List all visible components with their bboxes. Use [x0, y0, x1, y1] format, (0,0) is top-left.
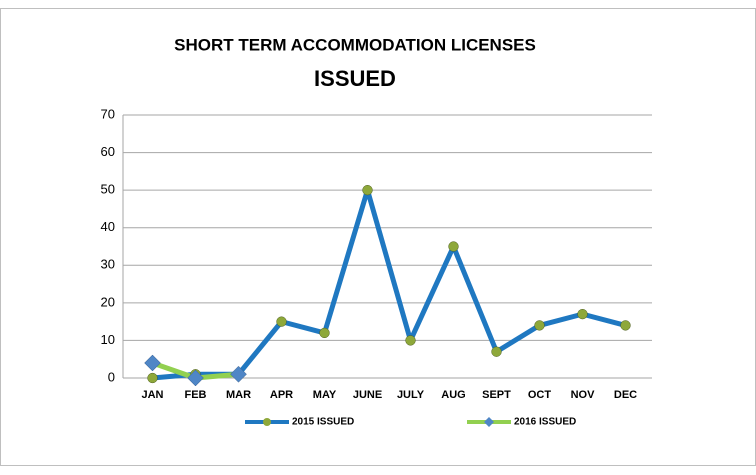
x-tick-label: SEPT — [482, 389, 511, 401]
marker — [577, 308, 588, 320]
marker — [147, 372, 158, 384]
x-tick-label: JAN — [141, 389, 163, 401]
legend-marker — [263, 418, 271, 426]
y-tick-label: 50 — [101, 182, 115, 197]
x-tick-label: MAY — [313, 389, 337, 401]
marker — [276, 316, 287, 327]
legend-label: 2016 ISSUED — [514, 417, 576, 428]
marker — [319, 327, 330, 339]
chart-title: SHORT TERM ACCOMMODATION LICENSES — [174, 35, 536, 54]
marker — [448, 241, 459, 252]
x-tick-label: OCT — [528, 389, 552, 401]
x-tick-label: NOV — [571, 389, 596, 401]
y-tick-label: 0 — [108, 369, 115, 384]
marker — [620, 320, 631, 331]
y-tick-label: 30 — [101, 257, 115, 272]
marker — [144, 354, 161, 372]
chart-title: ISSUED — [314, 66, 396, 91]
chart-border — [0, 8, 756, 466]
x-tick-label: APR — [270, 389, 293, 401]
x-tick-label: DEC — [614, 389, 637, 401]
marker — [230, 365, 247, 383]
x-tick-label: JUNE — [353, 389, 382, 401]
y-tick-label: 70 — [101, 106, 115, 121]
y-tick-label: 40 — [101, 219, 115, 234]
x-tick-label: FEB — [185, 389, 207, 401]
marker — [534, 320, 545, 331]
marker — [362, 184, 373, 196]
legend-marker — [484, 417, 494, 427]
marker — [491, 346, 502, 357]
marker — [187, 369, 204, 387]
x-tick-label: AUG — [441, 389, 465, 401]
y-tick-label: 10 — [101, 332, 115, 347]
x-tick-label: JULY — [397, 389, 425, 401]
legend-label: 2015 ISSUED — [292, 417, 354, 428]
marker — [405, 335, 416, 346]
x-tick-label: MAR — [226, 389, 251, 401]
y-tick-label: 20 — [101, 294, 115, 309]
y-tick-label: 60 — [101, 144, 115, 159]
